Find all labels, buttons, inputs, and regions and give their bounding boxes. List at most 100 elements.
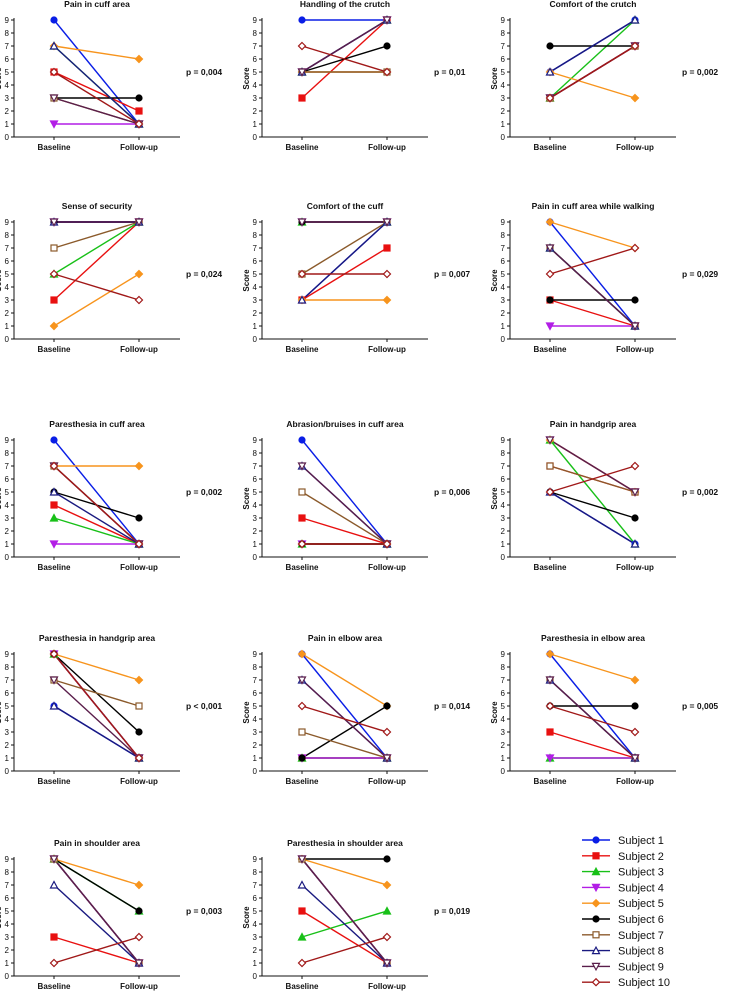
y-tick-label: 3	[253, 728, 258, 737]
chart-title: Paresthesia in shoulder area	[287, 838, 403, 848]
x-tick-label: Follow-up	[616, 345, 654, 354]
data-point	[135, 907, 143, 915]
y-tick-label: 2	[253, 527, 258, 536]
y-tick-label: 9	[5, 650, 10, 659]
y-tick-label: 7	[253, 462, 258, 471]
data-point	[630, 461, 640, 471]
y-tick-label: 5	[253, 702, 258, 711]
chart-panel: Handling of the crutch 0 1 2 3 4 5 6 7 8 9 Score Bas…	[242, 0, 466, 152]
legend-item: Subject 9	[582, 961, 664, 973]
data-point	[50, 436, 58, 444]
y-tick-label: 4	[5, 715, 10, 724]
series-line	[301, 858, 388, 886]
series-line	[549, 71, 636, 99]
series-line	[53, 679, 140, 759]
x-tick-label: Follow-up	[616, 563, 654, 572]
x-tick-label: Baseline	[534, 143, 567, 152]
data-point	[382, 727, 392, 737]
y-tick-label: 5	[253, 68, 258, 77]
p-value: p = 0,004	[186, 67, 222, 77]
y-tick-label: 3	[5, 296, 10, 305]
chart-panel: Pain in cuff area while walking 0 1 2 3 4 5 6 7 8…	[490, 201, 718, 354]
legend-item: Subject 7	[582, 930, 664, 942]
y-tick-label: 1	[501, 540, 506, 549]
x-tick-label: Follow-up	[616, 777, 654, 786]
x-tick-label: Baseline	[38, 563, 71, 572]
y-tick-label: 4	[501, 501, 506, 510]
series-line	[53, 679, 140, 707]
y-tick-label: 8	[253, 449, 258, 458]
series-line	[301, 936, 388, 964]
data-point	[546, 462, 554, 470]
data-point	[630, 727, 640, 737]
data-point	[383, 855, 391, 863]
y-tick-label: 8	[5, 868, 10, 877]
chart-panel: Comfort of the crutch 0 1 2 3 4 5 6 7 8 9 Score Base…	[490, 0, 718, 152]
y-tick-label: 7	[253, 42, 258, 51]
y-tick-label: 6	[501, 257, 506, 266]
x-tick-label: Follow-up	[368, 777, 406, 786]
data-point	[297, 218, 307, 227]
y-tick-label: 9	[253, 218, 258, 227]
y-tick-label: 7	[501, 676, 506, 685]
y-tick-label: 6	[253, 689, 258, 698]
data-point	[135, 107, 143, 115]
data-point	[383, 42, 391, 50]
y-tick-label: 9	[253, 436, 258, 445]
data-point	[298, 16, 306, 24]
legend-label: Subject 7	[618, 930, 664, 942]
series-line	[53, 705, 140, 759]
series-line	[301, 653, 388, 707]
series-line	[549, 221, 636, 327]
y-tick-label: 2	[501, 309, 506, 318]
data-point	[545, 487, 555, 497]
data-point	[382, 932, 392, 942]
y-tick-label: 8	[253, 663, 258, 672]
y-axis-label: Score	[242, 906, 251, 929]
data-point	[545, 93, 555, 103]
series-line	[53, 221, 140, 301]
data-point	[545, 436, 555, 445]
y-tick-label: 9	[253, 650, 258, 659]
data-point	[298, 907, 306, 915]
y-tick-label: 7	[501, 42, 506, 51]
chart-title: Paresthesia in cuff area	[49, 419, 145, 429]
y-tick-label: 2	[501, 107, 506, 116]
y-tick-label: 8	[5, 449, 10, 458]
y-tick-label: 8	[501, 449, 506, 458]
data-point	[49, 218, 59, 227]
x-tick-label: Follow-up	[120, 143, 158, 152]
y-axis-label: Score	[490, 67, 499, 90]
y-tick-label: 5	[501, 68, 506, 77]
data-point	[49, 513, 59, 522]
y-tick-label: 5	[5, 488, 10, 497]
data-point	[49, 855, 59, 864]
data-point	[49, 958, 59, 968]
data-point	[297, 462, 307, 471]
data-point	[134, 675, 144, 685]
y-tick-label: 8	[253, 868, 258, 877]
y-axis-label: Score	[242, 67, 251, 90]
y-axis-label: Score	[490, 269, 499, 292]
y-tick-label: 6	[253, 257, 258, 266]
y-tick-label: 9	[5, 218, 10, 227]
y-tick-label: 2	[5, 527, 10, 536]
y-tick-label: 2	[253, 309, 258, 318]
y-tick-label: 3	[253, 933, 258, 942]
y-tick-label: 3	[501, 94, 506, 103]
data-point	[134, 753, 144, 763]
y-tick-label: 2	[5, 741, 10, 750]
data-point	[135, 94, 143, 102]
data-point	[50, 16, 58, 24]
data-point	[546, 42, 554, 50]
y-tick-label: 3	[5, 933, 10, 942]
x-tick-label: Baseline	[534, 777, 567, 786]
legend-label: Subject 8	[618, 946, 664, 958]
legend-item: Subject 3	[582, 867, 664, 879]
p-value: p = 0,003	[186, 906, 222, 916]
p-value: p = 0,002	[682, 67, 718, 77]
y-tick-label: 9	[253, 16, 258, 25]
y-tick-label: 6	[5, 257, 10, 266]
data-point	[630, 93, 640, 103]
